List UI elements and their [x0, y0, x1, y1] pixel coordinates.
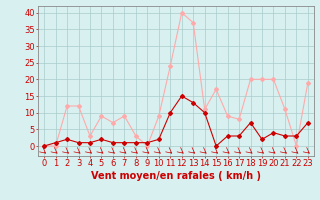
X-axis label: Vent moyen/en rafales ( km/h ): Vent moyen/en rafales ( km/h ) — [91, 171, 261, 181]
